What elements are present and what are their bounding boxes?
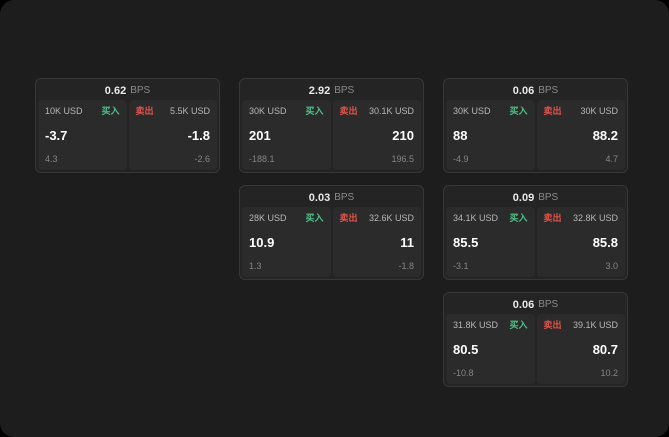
bps-value: 0.03 xyxy=(308,191,331,204)
bps-unit-label: BPS xyxy=(538,192,559,203)
buy-delta: -188.1 xyxy=(249,154,275,164)
sell-button[interactable]: 卖出 xyxy=(543,320,562,330)
sell-notional: 5.5K USD xyxy=(169,106,210,116)
bps-unit-label: BPS xyxy=(334,85,355,96)
sell-panel[interactable]: 卖出 30K USD 88.2 4.7 xyxy=(536,100,625,170)
buy-button[interactable]: 买入 xyxy=(509,320,528,330)
sell-button[interactable]: 卖出 xyxy=(543,213,562,223)
buy-button[interactable]: 买入 xyxy=(509,106,528,116)
sell-button[interactable]: 卖出 xyxy=(339,213,358,223)
sell-price: 210 xyxy=(392,128,414,143)
buy-panel[interactable]: 31.8K USD 买入 80.5 -10.8 xyxy=(446,314,535,384)
buy-delta: 4.3 xyxy=(45,154,58,164)
bps-unit-label: BPS xyxy=(538,85,559,96)
bps-value: 0.06 xyxy=(512,298,535,311)
sell-panel[interactable]: 卖出 30.1K USD 210 196.5 xyxy=(332,100,421,170)
sell-notional: 39.1K USD xyxy=(572,320,618,330)
sell-price: 80.7 xyxy=(592,342,618,357)
sell-price: 88.2 xyxy=(592,128,618,143)
buy-button[interactable]: 买入 xyxy=(305,213,324,223)
sell-price: 85.8 xyxy=(592,235,618,250)
bps-unit-label: BPS xyxy=(334,192,355,203)
bps-unit-label: BPS xyxy=(538,299,559,310)
sell-panel[interactable]: 卖出 5.5K USD -1.8 -2.6 xyxy=(128,100,217,170)
quote-panels: 34.1K USD 买入 85.5 -3.1 卖出 32.8K USD 85.8… xyxy=(446,207,625,277)
sell-panel[interactable]: 卖出 32.6K USD 11 -1.8 xyxy=(332,207,421,277)
sell-price: -1.8 xyxy=(187,128,210,143)
sell-delta: 3.0 xyxy=(605,261,618,271)
sell-notional: 32.6K USD xyxy=(368,213,414,223)
bps-header: 0.09 BPS xyxy=(446,188,625,207)
buy-panel[interactable]: 34.1K USD 买入 85.5 -3.1 xyxy=(446,207,535,277)
price-card: 0.62 BPS 10K USD 买入 -3.7 4.3 卖出 5.5K USD xyxy=(35,78,220,173)
bps-unit-label: BPS xyxy=(130,85,151,96)
bps-header: 0.06 BPS xyxy=(446,81,625,100)
buy-notional: 34.1K USD xyxy=(453,213,499,223)
sell-button[interactable]: 卖出 xyxy=(135,106,154,116)
buy-delta: -3.1 xyxy=(453,261,469,271)
quote-panels: 30K USD 买入 201 -188.1 卖出 30.1K USD 210 1… xyxy=(242,100,421,170)
sell-notional: 30K USD xyxy=(580,106,618,116)
buy-button[interactable]: 买入 xyxy=(509,213,528,223)
bps-header: 0.06 BPS xyxy=(446,295,625,314)
sell-notional: 32.8K USD xyxy=(572,213,618,223)
buy-button[interactable]: 买入 xyxy=(305,106,324,116)
sell-panel[interactable]: 卖出 32.8K USD 85.8 3.0 xyxy=(536,207,625,277)
buy-panel[interactable]: 28K USD 买入 10.9 1.3 xyxy=(242,207,331,277)
quote-panels: 31.8K USD 买入 80.5 -10.8 卖出 39.1K USD 80.… xyxy=(446,314,625,384)
bps-value: 0.62 xyxy=(104,84,127,97)
buy-price: 80.5 xyxy=(453,342,479,357)
buy-panel[interactable]: 30K USD 买入 88 -4.9 xyxy=(446,100,535,170)
bps-header: 0.03 BPS xyxy=(242,188,421,207)
sell-panel[interactable]: 卖出 39.1K USD 80.7 10.2 xyxy=(536,314,625,384)
buy-delta: 1.3 xyxy=(249,261,262,271)
sell-delta: 4.7 xyxy=(605,154,618,164)
sell-button[interactable]: 卖出 xyxy=(339,106,358,116)
buy-notional: 28K USD xyxy=(249,213,287,223)
buy-price: 85.5 xyxy=(453,235,479,250)
sell-delta: 196.5 xyxy=(391,154,414,164)
buy-notional: 31.8K USD xyxy=(453,320,499,330)
buy-delta: -10.8 xyxy=(453,368,474,378)
buy-delta: -4.9 xyxy=(453,154,469,164)
quote-panels: 28K USD 买入 10.9 1.3 卖出 32.6K USD 11 -1.8 xyxy=(242,207,421,277)
buy-notional: 30K USD xyxy=(453,106,491,116)
price-card: 0.06 BPS 31.8K USD 买入 80.5 -10.8 卖出 39.1… xyxy=(443,292,628,387)
bps-value: 0.06 xyxy=(512,84,535,97)
bps-value: 0.09 xyxy=(512,191,535,204)
buy-price: 10.9 xyxy=(249,235,275,250)
buy-price: 201 xyxy=(249,128,271,143)
price-card-grid: 0.62 BPS 10K USD 买入 -3.7 4.3 卖出 5.5K USD xyxy=(35,78,628,387)
price-card: 0.06 BPS 30K USD 买入 88 -4.9 卖出 30K USD xyxy=(443,78,628,173)
buy-price: -3.7 xyxy=(45,128,68,143)
sell-delta: -1.8 xyxy=(398,261,414,271)
sell-button[interactable]: 卖出 xyxy=(543,106,562,116)
bps-header: 2.92 BPS xyxy=(242,81,421,100)
quote-panels: 30K USD 买入 88 -4.9 卖出 30K USD 88.2 4.7 xyxy=(446,100,625,170)
buy-notional: 30K USD xyxy=(249,106,287,116)
price-card: 0.03 BPS 28K USD 买入 10.9 1.3 卖出 32.6K US… xyxy=(239,185,424,280)
buy-price: 88 xyxy=(453,128,468,143)
buy-button[interactable]: 买入 xyxy=(101,106,120,116)
sell-notional: 30.1K USD xyxy=(368,106,414,116)
buy-notional: 10K USD xyxy=(45,106,83,116)
buy-panel[interactable]: 30K USD 买入 201 -188.1 xyxy=(242,100,331,170)
quote-panels: 10K USD 买入 -3.7 4.3 卖出 5.5K USD -1.8 -2.… xyxy=(38,100,217,170)
bps-header: 0.62 BPS xyxy=(38,81,217,100)
price-card: 0.09 BPS 34.1K USD 买入 85.5 -3.1 卖出 32.8K… xyxy=(443,185,628,280)
sell-price: 11 xyxy=(400,235,414,250)
sell-delta: 10.2 xyxy=(600,368,618,378)
buy-panel[interactable]: 10K USD 买入 -3.7 4.3 xyxy=(38,100,127,170)
sell-delta: -2.6 xyxy=(194,154,210,164)
price-card: 2.92 BPS 30K USD 买入 201 -188.1 卖出 30.1K … xyxy=(239,78,424,173)
bps-value: 2.92 xyxy=(308,84,331,97)
